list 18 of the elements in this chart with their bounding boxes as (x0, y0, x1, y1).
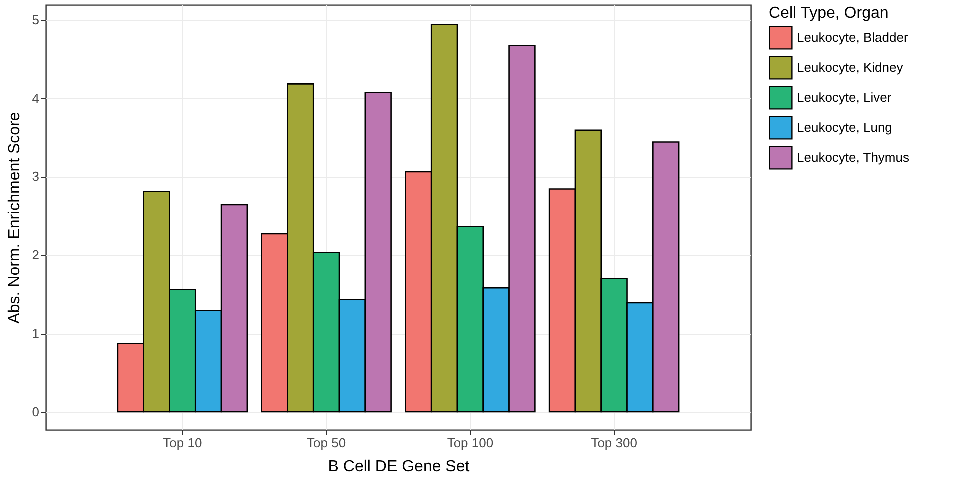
x-tick-label: Top 100 (447, 436, 494, 450)
x-tick-label: Top 50 (307, 436, 346, 450)
legend-label: Leukocyte, Liver (797, 90, 892, 105)
y-tick-label: 5 (32, 12, 40, 28)
y-tick-label: 0 (32, 404, 40, 420)
y-tick-label: 2 (32, 248, 40, 263)
y-tick-label: 4 (32, 90, 40, 106)
x-tick-label: Top 300 (591, 436, 638, 450)
legend-label: Leukocyte, Thymus (797, 150, 910, 165)
y-tick-label: 1 (32, 326, 40, 342)
x-tick-label: Top 10 (163, 436, 202, 450)
y-axis-title: Abs. Norm. Enrichment Score (6, 112, 24, 324)
legend-title: Cell Type, Organ (769, 5, 889, 22)
legend-label: Leukocyte, Kidney (797, 60, 904, 75)
y-tick-label: 3 (32, 169, 40, 184)
legend-label: Leukocyte, Bladder (797, 30, 909, 45)
legend-label: Leukocyte, Lung (797, 120, 892, 135)
x-axis-title: B Cell DE Gene Set (328, 458, 470, 476)
